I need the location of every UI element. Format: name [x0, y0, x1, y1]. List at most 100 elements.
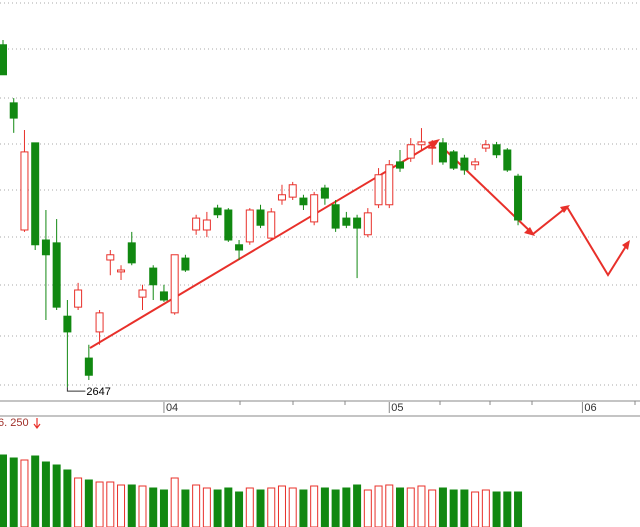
volume-bar — [288, 487, 297, 527]
candle-body — [363, 212, 372, 236]
candle-body — [353, 217, 362, 229]
candle-body — [331, 204, 340, 229]
candle-body — [170, 254, 179, 314]
candle-body — [41, 239, 50, 256]
volume-bar — [235, 491, 244, 527]
low-label: 2647 — [86, 386, 110, 398]
candle-body — [95, 312, 104, 333]
volume-bar — [449, 489, 458, 527]
volume-bar — [95, 481, 104, 527]
candle-body — [31, 142, 40, 246]
x-tick-label: 05 — [391, 402, 403, 414]
volume-bar — [159, 489, 168, 527]
candle-body — [417, 141, 426, 146]
x-tick-label: 06 — [584, 402, 596, 414]
volume-bar — [192, 484, 201, 527]
candle-body — [0, 44, 7, 76]
volume-bar — [342, 487, 351, 527]
candle-body — [159, 291, 168, 301]
candle-body — [202, 219, 211, 231]
candle-body — [503, 149, 512, 171]
volume-bar — [170, 477, 179, 527]
candle-body — [138, 289, 147, 298]
candle-body — [460, 157, 469, 171]
volume-bar — [363, 489, 372, 527]
candle-body — [277, 194, 286, 201]
volume-bar — [202, 487, 211, 527]
candle-body — [342, 217, 351, 226]
volume-bar — [299, 489, 308, 527]
volume-bar — [310, 485, 319, 527]
candle-body — [438, 142, 447, 163]
volume-bar — [181, 489, 190, 527]
volume-bar — [41, 461, 50, 527]
volume-bar — [438, 487, 447, 527]
candle-body — [406, 144, 415, 159]
volume-bar — [428, 489, 437, 527]
candle-body — [396, 161, 405, 169]
candle-body — [117, 269, 126, 273]
volume-bar — [117, 484, 126, 527]
x-tick-label: 04 — [166, 402, 178, 414]
volume-bar — [84, 479, 93, 527]
volume-bar — [149, 487, 158, 527]
volume-bar — [127, 484, 136, 527]
candles: 04 05 06 2647 — [0, 40, 597, 527]
candle-body — [235, 244, 244, 251]
volume-bar — [267, 487, 276, 527]
volume-bar — [31, 455, 40, 527]
volume-bar — [471, 491, 480, 527]
volume-label: 6. 250 — [0, 417, 29, 429]
volume-bar — [52, 464, 61, 527]
candle-body — [514, 175, 523, 221]
volume-bar — [138, 485, 147, 527]
volume-bar — [213, 489, 222, 527]
volume-bar — [0, 454, 7, 527]
volume-bar — [9, 457, 18, 527]
candle-body — [385, 164, 394, 206]
candle-body — [310, 194, 319, 223]
candle-body — [256, 209, 265, 226]
volume-bar — [331, 489, 340, 527]
volume-bar — [385, 484, 394, 527]
candle-body — [127, 242, 136, 264]
candle-body — [63, 315, 72, 333]
candle-body — [374, 174, 383, 206]
minor-ticks — [239, 401, 636, 405]
volume-bar — [245, 487, 254, 527]
candle-body — [481, 144, 490, 149]
arrow-heads — [428, 139, 630, 250]
volume-bar — [277, 485, 286, 527]
volume-bar — [406, 487, 415, 527]
candle-body — [471, 161, 480, 166]
volume-bar — [460, 489, 469, 527]
candle-body — [192, 217, 201, 231]
candle-body — [492, 144, 501, 156]
volume-bar — [514, 491, 523, 527]
volume-bar — [106, 481, 115, 527]
volume-bar — [256, 489, 265, 527]
volume-bar — [63, 469, 72, 527]
volume-bar — [481, 489, 490, 527]
volume-bar — [417, 485, 426, 527]
trend-annotation — [89, 142, 629, 349]
volume-bar — [396, 487, 405, 527]
candle-body — [106, 254, 115, 261]
candle-body — [288, 184, 297, 198]
candle-body — [320, 187, 329, 199]
volume-bar — [224, 487, 233, 527]
down-arrow-icon — [33, 418, 41, 429]
candle-body — [449, 151, 458, 169]
candle-body — [52, 242, 61, 308]
candle-body — [267, 211, 276, 239]
volume-bar — [20, 459, 29, 527]
candle-body — [181, 257, 190, 271]
candle-body — [213, 207, 222, 216]
candle-body — [224, 209, 233, 241]
volume-bar — [374, 485, 383, 527]
volume-bar — [503, 491, 512, 527]
candle-body — [20, 151, 29, 231]
candle-body — [74, 289, 83, 308]
volume-bar — [320, 487, 329, 527]
